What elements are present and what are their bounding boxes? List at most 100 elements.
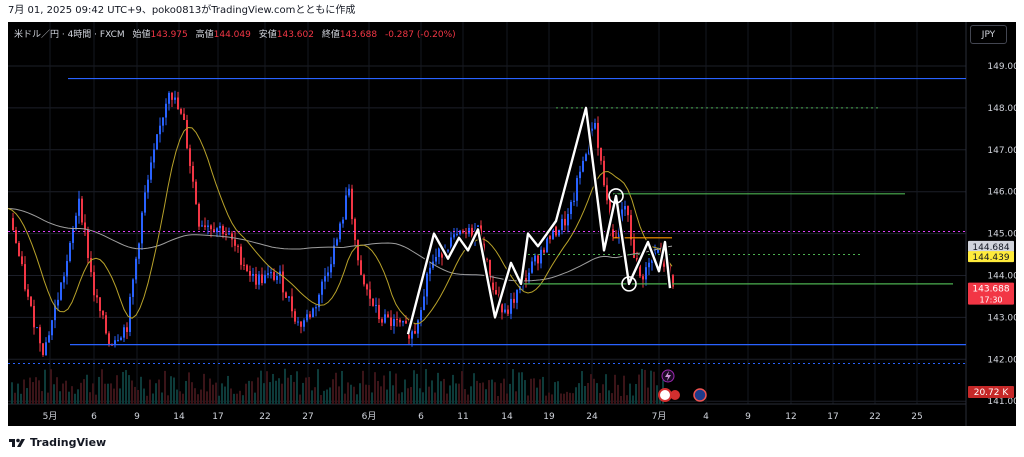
volume-bar	[74, 393, 76, 404]
volume-bar	[125, 370, 127, 404]
volume-bar	[272, 373, 274, 404]
candle-body	[24, 264, 26, 290]
volume-bar	[464, 389, 466, 404]
volume-bar	[644, 369, 646, 404]
volume-bar	[86, 374, 88, 404]
candle-body	[228, 233, 230, 235]
high-label: 高値	[195, 30, 214, 40]
candle-body	[201, 225, 203, 227]
candle-body	[546, 236, 548, 253]
volume-bar	[419, 388, 421, 404]
volume-bar	[332, 379, 334, 404]
price-chart[interactable]: 149.000 148.000 147.000 146.000 145.000 144.0…	[8, 22, 1016, 426]
candle-body	[48, 335, 50, 343]
candle-body	[156, 134, 158, 150]
candle-body	[327, 272, 329, 277]
candle-body	[447, 250, 449, 252]
volume-bar	[98, 376, 100, 404]
currency-button[interactable]: JPY	[970, 25, 1007, 44]
symbol-name[interactable]: 米ドル／円 · 4時間 · FXCM	[14, 30, 125, 40]
candle-body	[342, 219, 344, 224]
volume-bar	[113, 388, 115, 404]
volume-bar	[320, 395, 322, 404]
volume-bar	[32, 382, 34, 404]
volume-bar	[452, 374, 454, 404]
chart-panel[interactable]: 149.000 148.000 147.000 146.000 145.000 144.0…	[8, 22, 1016, 426]
volume-bar	[551, 394, 553, 404]
volume-bar	[179, 391, 181, 404]
candle-body	[123, 327, 125, 338]
candle-body	[117, 339, 119, 341]
candle-body	[672, 275, 674, 287]
volume-bar	[494, 382, 496, 404]
candle-body	[243, 264, 245, 266]
candle-body	[141, 212, 143, 244]
volume-bar	[170, 376, 172, 404]
candle-body	[138, 243, 140, 259]
x-tick-label: 5月	[43, 411, 58, 422]
candle-body	[456, 234, 458, 236]
candle-body	[255, 274, 257, 285]
volume-bar	[557, 381, 559, 404]
event-flag-icon[interactable]	[658, 388, 672, 402]
volume-bar	[425, 369, 427, 404]
volume-bar	[521, 372, 523, 404]
volume-bar	[290, 374, 292, 404]
volume-bar	[260, 370, 262, 404]
candle-body	[351, 188, 353, 220]
candle-body	[66, 261, 68, 277]
x-tick-label: 17	[827, 412, 838, 422]
candle-body	[246, 265, 248, 272]
volume-bar	[629, 383, 631, 404]
volume-bar	[437, 372, 439, 404]
candle-body	[63, 276, 65, 283]
candle-body	[429, 267, 431, 274]
candle-body	[567, 213, 569, 226]
volume-tag-label: 20.72 K	[974, 388, 1010, 398]
symbol-legend: 米ドル／円 · 4時間 · FXCM 始値143.975 高値144.049 安…	[14, 27, 456, 40]
volume-bar	[104, 383, 106, 404]
candle-body	[375, 304, 377, 306]
volume-bar	[287, 377, 289, 404]
volume-bar	[632, 395, 634, 404]
us-flag-icon[interactable]	[693, 388, 707, 402]
candle-body	[162, 117, 164, 126]
volume-bar	[203, 373, 205, 404]
x-tick-label: 7月	[652, 411, 667, 422]
candle-body	[558, 230, 560, 236]
low-label: 安値	[258, 30, 277, 40]
volume-bar	[590, 374, 592, 404]
x-tick-label: 9	[745, 412, 751, 422]
candle-body	[645, 267, 647, 280]
volume-bar	[17, 383, 19, 404]
level-circle	[608, 188, 624, 204]
candle-body	[150, 162, 152, 180]
candle-body	[657, 249, 659, 253]
y-tick-label: 145.000	[987, 230, 1016, 240]
price-tag-label: 144.439	[972, 253, 1009, 263]
volume-bar	[53, 384, 55, 404]
candle-body	[249, 271, 251, 276]
volume-bar	[152, 393, 154, 404]
volume-bar	[428, 386, 430, 404]
candle-body	[180, 109, 182, 114]
volume-bar	[164, 370, 166, 404]
open-label: 始値	[132, 30, 151, 40]
candle-body	[405, 320, 407, 324]
volume-bar	[446, 393, 448, 404]
low-value: 143.602	[276, 30, 314, 40]
volume-bar	[506, 393, 508, 404]
volume-bar	[131, 380, 133, 404]
candle-body	[642, 276, 644, 280]
volume-bar	[398, 393, 400, 404]
candle-body	[174, 97, 176, 100]
y-tick-label: 149.000	[987, 62, 1016, 72]
volume-bar	[512, 369, 514, 404]
volume-bar	[476, 380, 478, 404]
candle-body	[312, 308, 314, 318]
volume-bar	[488, 380, 490, 404]
candle-body	[390, 317, 392, 326]
volume-bar	[311, 390, 313, 404]
volume-bar	[602, 384, 604, 404]
volume-bar	[284, 368, 286, 404]
